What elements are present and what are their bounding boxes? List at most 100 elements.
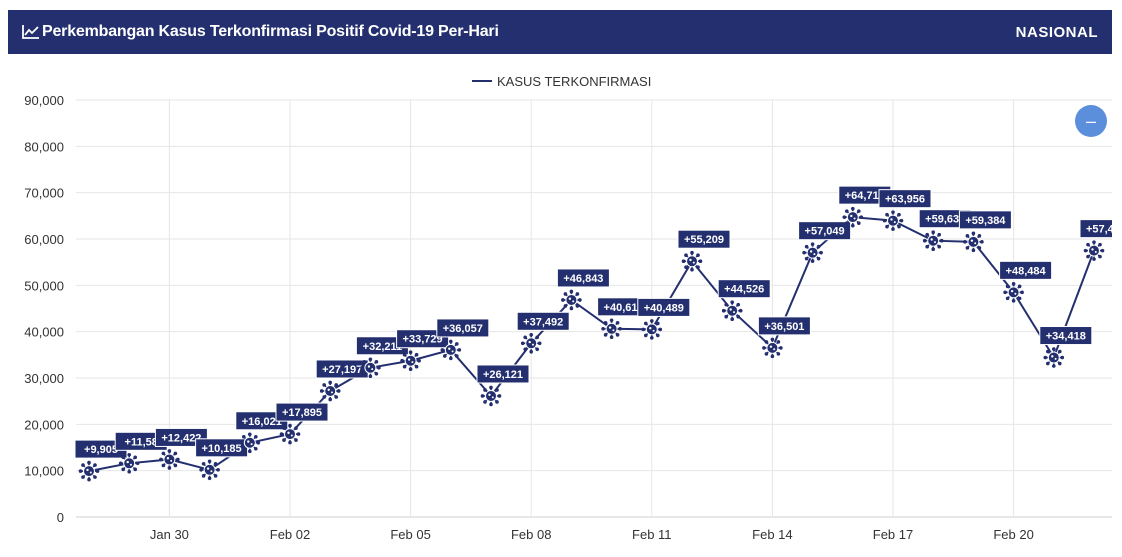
virus-marker-icon (1043, 347, 1065, 368)
svg-text:+36,057: +36,057 (443, 323, 483, 335)
virus-marker-icon (440, 339, 462, 361)
svg-text:+59,635: +59,635 (925, 214, 965, 226)
virus-marker-icon (681, 250, 703, 272)
data-label: +32,211 (355, 336, 409, 356)
data-label: +57,049 (798, 221, 852, 241)
svg-text:+36,501: +36,501 (764, 321, 804, 333)
virus-marker-icon (601, 318, 622, 340)
virus-marker-icon (360, 357, 381, 379)
legend-label: KASUS TERKONFIRMASI (497, 74, 651, 89)
series-line (88, 216, 1095, 473)
data-label: +27,197 (315, 359, 369, 379)
svg-text:+55,209: +55,209 (684, 234, 724, 246)
x-tick-label: Feb 08 (511, 527, 551, 542)
data-label: +11,58 (114, 431, 168, 451)
data-label: +48,484 (999, 260, 1053, 280)
x-tick-label: Feb 05 (390, 527, 430, 542)
virus-marker-icon (78, 460, 100, 482)
svg-text:+26,121: +26,121 (483, 369, 523, 381)
data-label: +10,185 (195, 438, 249, 458)
svg-text:+11,58: +11,58 (125, 436, 158, 448)
data-label: +37,492 (516, 311, 570, 331)
y-tick-label: 90,000 (24, 93, 64, 108)
svg-text:+9,905: +9,905 (84, 444, 118, 456)
data-label: +40,489 (637, 297, 691, 317)
virus-marker-icon (480, 385, 502, 407)
virus-marker-icon (319, 380, 341, 402)
svg-text:+44,526: +44,526 (724, 284, 764, 296)
virus-marker-icon (239, 432, 261, 454)
data-label: +16,021 (235, 411, 289, 431)
data-label: +57,491 (1079, 219, 1122, 239)
svg-text:+63,956: +63,956 (885, 194, 925, 206)
virus-marker-icon (279, 423, 301, 445)
data-label: +63,956 (878, 189, 932, 209)
header-title-group: Perkembangan Kasus Terkonfirmasi Positif… (22, 23, 499, 41)
x-tick-label: Feb 17 (873, 527, 913, 542)
virus-marker-icon (520, 332, 542, 354)
svg-text:+27,197: +27,197 (322, 364, 362, 376)
svg-text:+37,492: +37,492 (523, 316, 563, 328)
data-label: +36,501 (757, 316, 811, 336)
line-chart-icon (22, 25, 39, 39)
chart-title: Perkembangan Kasus Terkonfirmasi Positif… (42, 23, 499, 40)
virus-marker-icon (922, 230, 944, 251)
svg-text:+32,211: +32,211 (363, 341, 402, 353)
data-label: +36,057 (436, 318, 490, 338)
svg-text:+10,185: +10,185 (202, 443, 242, 455)
virus-marker-icon (721, 300, 743, 321)
y-tick-label: 70,000 (24, 186, 64, 201)
data-label: +33,729 (396, 329, 450, 349)
data-label: +44,526 (717, 279, 771, 299)
y-tick-label: 80,000 (24, 139, 64, 154)
svg-text:+34,418: +34,418 (1046, 331, 1086, 343)
virus-marker-icon (762, 337, 783, 359)
virus-marker-icon (1003, 282, 1024, 303)
data-label: +55,209 (677, 229, 731, 249)
zoom-out-button[interactable]: – (1075, 105, 1107, 137)
virus-marker-icon (641, 319, 663, 340)
x-tick-label: Feb 02 (270, 527, 310, 542)
svg-text:+33,729: +33,729 (403, 334, 443, 346)
svg-text:+46,843: +46,843 (563, 273, 603, 285)
scope-label: NASIONAL (1015, 23, 1098, 41)
y-tick-label: 30,000 (24, 371, 64, 386)
data-label: +17,895 (275, 402, 329, 422)
y-tick-label: 60,000 (24, 232, 64, 247)
y-tick-label: 0 (57, 510, 64, 525)
y-tick-label: 20,000 (24, 417, 64, 432)
virus-marker-icon (882, 210, 904, 231)
data-label: +26,121 (476, 364, 530, 384)
x-tick-label: Feb 20 (993, 527, 1033, 542)
data-points: +9,905 +11,58 +12,422+10,185 +16,021+17,895… (74, 185, 1122, 482)
y-tick-label: 50,000 (24, 278, 64, 293)
virus-marker-icon (159, 449, 180, 470)
svg-text:+57,049: +57,049 (805, 226, 845, 238)
svg-text:+64,718: +64,718 (845, 190, 885, 202)
virus-marker-icon (118, 453, 140, 474)
svg-text:+59,384: +59,384 (965, 215, 1006, 227)
svg-text:+57,491: +57,491 (1086, 224, 1122, 236)
x-tick-label: Jan 30 (150, 527, 189, 542)
chart-header: Perkembangan Kasus Terkonfirmasi Positif… (8, 10, 1112, 54)
svg-text:+40,618: +40,618 (604, 302, 644, 314)
data-label: +34,418 (1039, 326, 1093, 346)
svg-text:+40,489: +40,489 (644, 302, 684, 314)
x-tick-label: Feb 11 (632, 527, 672, 542)
virus-marker-icon (802, 242, 823, 263)
y-tick-label: 10,000 (24, 464, 64, 479)
svg-text:+48,484: +48,484 (1006, 265, 1047, 277)
y-tick-label: 40,000 (24, 325, 64, 340)
legend: KASUS TERKONFIRMASI (472, 74, 651, 89)
virus-marker-icon (561, 289, 582, 311)
x-tick-label: Feb 14 (752, 527, 792, 542)
svg-text:+17,895: +17,895 (282, 407, 322, 419)
virus-marker-icon (842, 206, 864, 228)
svg-text:+16,021: +16,021 (242, 416, 282, 428)
virus-marker-icon (400, 350, 421, 372)
virus-marker-icon (199, 459, 220, 481)
data-label: +59,384 (958, 210, 1012, 230)
data-label: +9,905 (74, 439, 128, 459)
svg-text:+12,422: +12,422 (161, 432, 201, 444)
virus-marker-icon (1083, 240, 1105, 261)
